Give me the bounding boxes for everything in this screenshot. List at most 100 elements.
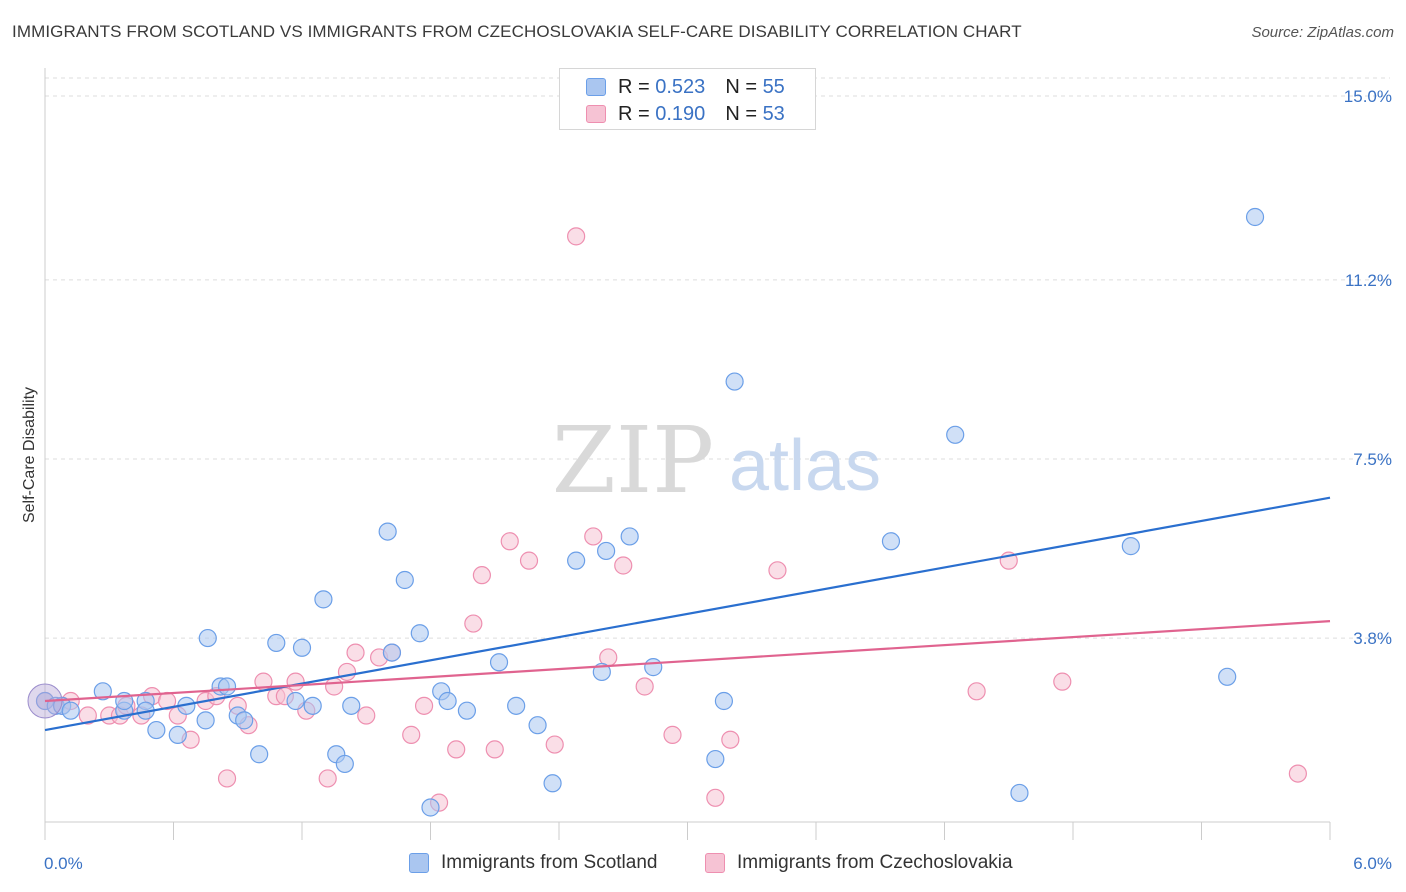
data-point-scotland (168, 725, 187, 744)
data-point-scotland (706, 749, 725, 769)
data-point-czechoslovakia (635, 677, 654, 696)
trend-line-scotland (44, 496, 1331, 732)
data-point-scotland (644, 658, 663, 677)
data-point-scotland (93, 682, 112, 701)
data-point-czechoslovakia (967, 682, 986, 701)
x-tick-label-min: 0.0% (44, 854, 83, 873)
data-point-scotland (1121, 537, 1140, 556)
series-swatch-czechoslovakia (705, 853, 725, 873)
data-point-czechoslovakia (325, 677, 344, 696)
data-point-czechoslovakia (78, 706, 97, 725)
data-point-scotland (1218, 667, 1237, 686)
data-point-scotland (378, 522, 397, 541)
data-point-scotland (620, 527, 639, 546)
data-point-scotland (292, 638, 312, 657)
data-point-czechoslovakia (472, 566, 491, 585)
data-point-czechoslovakia (663, 725, 682, 744)
trend-line-czechoslovakia (44, 620, 1331, 703)
data-point-scotland (410, 624, 429, 643)
legend-r-value-czechoslovakia: 0.190 (655, 102, 706, 125)
data-point-scotland (303, 696, 322, 715)
data-point-scotland (528, 716, 547, 735)
chart-title: IMMIGRANTS FROM SCOTLAND VS IMMIGRANTS F… (12, 22, 1022, 41)
stats-legend: R = 0.523 N = 55 R = 0.190 N = 53 (559, 68, 816, 130)
series-legend-scotland: Immigrants from Scotland (409, 852, 657, 874)
data-point-czechoslovakia (614, 556, 633, 575)
data-point-scotland (507, 696, 526, 715)
data-point-scotland (457, 701, 477, 720)
watermark-zip: ZIP (552, 407, 714, 514)
legend-n-value-scotland: 55 (762, 75, 785, 98)
data-point-scotland (543, 774, 562, 793)
legend-r-label: R = (618, 75, 650, 98)
data-point-scotland (217, 677, 237, 696)
y-tick-label: 7.5% (1353, 450, 1392, 469)
data-point-czechoslovakia (584, 527, 603, 546)
data-point-czechoslovakia (414, 696, 434, 715)
data-point-scotland (438, 691, 457, 711)
data-point-scotland (946, 425, 965, 444)
y-tick-label: 15.0% (1344, 87, 1392, 106)
series-legend: Immigrants from Scotland Immigrants from… (0, 852, 1406, 878)
data-point-scotland (196, 711, 215, 730)
data-point-scotland (314, 590, 333, 609)
data-point-czechoslovakia (706, 788, 725, 807)
watermark-atlas: atlas (729, 426, 881, 506)
data-point-scotland (382, 643, 402, 662)
data-point-scotland (147, 720, 166, 740)
legend-swatch-czechoslovakia (586, 105, 606, 123)
series-name-scotland: Immigrants from Scotland (441, 852, 658, 873)
data-point-scotland (597, 541, 616, 561)
data-point-czechoslovakia (721, 730, 740, 749)
data-point-czechoslovakia (447, 740, 466, 759)
data-point-scotland (342, 696, 361, 715)
gridlines (45, 77, 1390, 639)
series-swatch-scotland (409, 853, 429, 873)
data-point-scotland (421, 798, 440, 817)
data-point-czechoslovakia (318, 769, 337, 788)
data-point-czechoslovakia (545, 735, 564, 754)
data-point-czechoslovakia (519, 551, 539, 570)
series-name-czechoslovakia: Immigrants from Czechoslovakia (737, 852, 1013, 873)
legend-r-value-scotland: 0.523 (655, 75, 706, 98)
data-point-scotland (267, 633, 286, 653)
data-point-scotland (881, 532, 901, 551)
data-point-scotland (286, 691, 305, 711)
data-point-scotland (1245, 207, 1265, 227)
data-point-scotland (1010, 783, 1029, 803)
data-point-scotland (250, 745, 269, 764)
trend-lines (44, 496, 1331, 732)
data-point-scotland (714, 691, 734, 711)
data-point-czechoslovakia (500, 532, 519, 551)
series-legend-czechoslovakia: Immigrants from Czechoslovakia (705, 852, 1013, 874)
data-point-czechoslovakia (402, 725, 421, 744)
data-point-czechoslovakia (346, 643, 365, 662)
data-point-czechoslovakia (286, 672, 305, 691)
data-point-czechoslovakia (217, 769, 237, 788)
y-tick-label: 11.2% (1345, 271, 1392, 290)
data-point-scotland (335, 754, 354, 774)
data-point-czechoslovakia (768, 561, 787, 580)
data-point-scotland (235, 711, 254, 730)
legend-swatch-scotland (586, 78, 606, 96)
data-point-czechoslovakia (567, 227, 586, 246)
legend-n-label: N = (725, 75, 757, 98)
data-point-scotland (198, 628, 217, 648)
data-point-scotland (61, 701, 80, 720)
data-point-czechoslovakia (1288, 764, 1307, 783)
data-point-scotland (489, 653, 509, 672)
y-tick-label: 3.8% (1353, 629, 1392, 648)
data-point-scotland (395, 570, 414, 590)
legend-n-label: N = (725, 102, 757, 125)
legend-row-scotland: R = 0.523 N = 55 (586, 75, 785, 99)
legend-n-value-czechoslovakia: 53 (762, 102, 785, 125)
y-axis-label: Self-Care Disability (21, 386, 38, 524)
data-point-scotland (567, 551, 586, 570)
legend-row-czechoslovakia: R = 0.190 N = 53 (586, 102, 785, 126)
data-point-czechoslovakia (357, 706, 376, 725)
data-point-scotland (725, 372, 744, 391)
chart-source: Source: ZipAtlas.com (1251, 24, 1394, 41)
data-point-czechoslovakia (1053, 672, 1072, 691)
data-point-czechoslovakia (337, 662, 357, 682)
